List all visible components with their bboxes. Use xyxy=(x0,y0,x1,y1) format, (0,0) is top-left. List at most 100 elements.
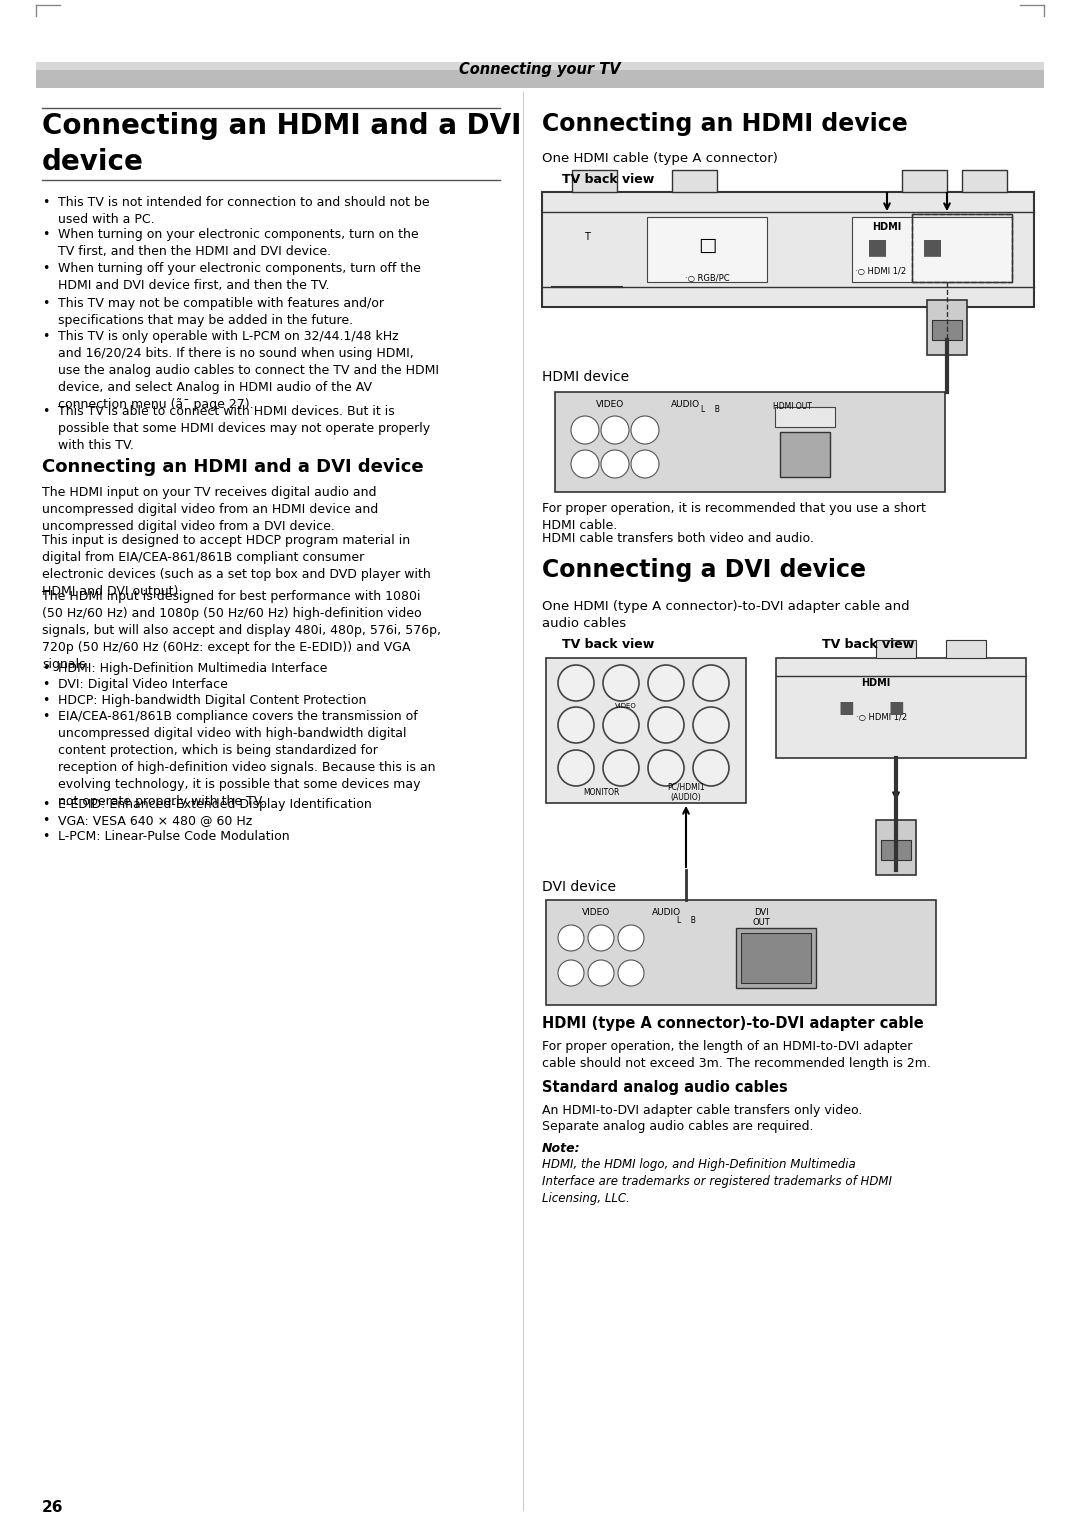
Ellipse shape xyxy=(588,960,615,986)
Text: HDCP: High-bandwidth Digital Content Protection: HDCP: High-bandwidth Digital Content Pro… xyxy=(58,693,366,707)
Text: AUDIO: AUDIO xyxy=(651,909,680,918)
Bar xyxy=(36,63,1044,70)
Text: •: • xyxy=(42,693,50,707)
Text: Connecting a DVI device: Connecting a DVI device xyxy=(542,557,866,582)
Ellipse shape xyxy=(648,750,684,786)
Bar xyxy=(777,658,1026,757)
Ellipse shape xyxy=(618,960,644,986)
Text: •: • xyxy=(42,195,50,209)
Ellipse shape xyxy=(693,707,729,744)
Text: Connecting an HDMI and a DVI: Connecting an HDMI and a DVI xyxy=(42,111,522,140)
Text: HDMI cable transfers both video and audio.: HDMI cable transfers both video and audi… xyxy=(542,531,814,545)
Ellipse shape xyxy=(600,450,629,478)
Text: •: • xyxy=(42,831,50,843)
Text: DVI: Digital Video Interface: DVI: Digital Video Interface xyxy=(58,678,228,692)
Bar xyxy=(572,169,617,192)
Text: HDMI OUT: HDMI OUT xyxy=(773,402,812,411)
Text: •: • xyxy=(42,814,50,828)
Bar xyxy=(555,392,945,492)
Text: ·○ HDMI 1/2: ·○ HDMI 1/2 xyxy=(855,267,906,276)
Bar xyxy=(852,217,1012,282)
Bar xyxy=(741,933,811,983)
Text: TV back view: TV back view xyxy=(562,638,654,651)
Ellipse shape xyxy=(571,450,599,478)
Ellipse shape xyxy=(558,664,594,701)
Text: L    B: L B xyxy=(676,916,696,925)
Text: The HDMI input on your TV receives digital audio and
uncompressed digital video : The HDMI input on your TV receives digit… xyxy=(42,486,378,533)
Text: TV back view: TV back view xyxy=(562,173,654,186)
Text: When turning on your electronic components, turn on the
TV first, and then the H: When turning on your electronic componen… xyxy=(58,228,419,258)
Bar xyxy=(876,820,916,875)
Ellipse shape xyxy=(600,415,629,444)
Text: Standard analog audio cables: Standard analog audio cables xyxy=(542,1080,787,1095)
Bar xyxy=(902,169,947,192)
Text: VIDEO: VIDEO xyxy=(616,702,637,709)
Ellipse shape xyxy=(571,415,599,444)
Text: This TV is not intended for connection to and should not be
used with a PC.: This TV is not intended for connection t… xyxy=(58,195,430,226)
Text: •: • xyxy=(42,710,50,722)
Text: This input is designed to accept HDCP program material in
digital from EIA/CEA-8: This input is designed to accept HDCP pr… xyxy=(42,534,431,599)
Text: EIA/CEA-861/861B compliance covers the transmission of
uncompressed digital vide: EIA/CEA-861/861B compliance covers the t… xyxy=(58,710,435,808)
Ellipse shape xyxy=(603,664,639,701)
Ellipse shape xyxy=(693,750,729,786)
Bar xyxy=(912,214,1012,282)
Bar xyxy=(546,658,746,803)
Text: L-PCM: Linear-Pulse Code Modulation: L-PCM: Linear-Pulse Code Modulation xyxy=(58,831,289,843)
Text: For proper operation, the length of an HDMI-to-DVI adapter
cable should not exce: For proper operation, the length of an H… xyxy=(542,1040,931,1070)
Bar xyxy=(546,899,936,1005)
Text: •: • xyxy=(42,228,50,241)
Bar xyxy=(927,299,967,354)
Text: An HDMI-to-DVI adapter cable transfers only video.: An HDMI-to-DVI adapter cable transfers o… xyxy=(542,1104,862,1116)
Text: HDMI (type A connector)-to-DVI adapter cable: HDMI (type A connector)-to-DVI adapter c… xyxy=(542,1015,923,1031)
Bar xyxy=(735,928,816,988)
Text: HDMI: HDMI xyxy=(872,221,901,232)
Text: One HDMI (type A connector)-to-DVI adapter cable and
audio cables: One HDMI (type A connector)-to-DVI adapt… xyxy=(542,600,909,631)
Text: L    B: L B xyxy=(701,405,719,414)
Text: HDMI: High-Definition Multimedia Interface: HDMI: High-Definition Multimedia Interfa… xyxy=(58,663,327,675)
Bar xyxy=(542,192,1034,307)
Text: E-EDID: Enhanced-Extended Display Identification: E-EDID: Enhanced-Extended Display Identi… xyxy=(58,799,372,811)
Bar xyxy=(775,408,835,428)
Bar xyxy=(946,640,986,658)
Text: •: • xyxy=(42,296,50,310)
Bar xyxy=(912,214,1012,282)
Text: T: T xyxy=(584,232,590,241)
Text: The HDMI input is designed for best performance with 1080i
(50 Hz/60 Hz) and 108: The HDMI input is designed for best perf… xyxy=(42,589,441,670)
Bar xyxy=(672,169,717,192)
Ellipse shape xyxy=(558,750,594,786)
Text: device: device xyxy=(42,148,144,176)
Text: Connecting an HDMI device: Connecting an HDMI device xyxy=(542,111,908,136)
Bar xyxy=(881,840,912,860)
Text: •: • xyxy=(42,330,50,344)
Text: ■: ■ xyxy=(921,237,943,257)
Text: HDMI: HDMI xyxy=(862,678,891,689)
Ellipse shape xyxy=(631,450,659,478)
Text: ■: ■ xyxy=(866,237,888,257)
Text: ■: ■ xyxy=(838,699,854,718)
Bar xyxy=(962,169,1007,192)
Text: DVI device: DVI device xyxy=(542,880,616,893)
Text: 26: 26 xyxy=(42,1500,64,1515)
Text: PC/HDMI1
(AUDIO): PC/HDMI1 (AUDIO) xyxy=(667,783,705,802)
Ellipse shape xyxy=(588,925,615,951)
Text: □: □ xyxy=(698,235,716,255)
Text: •: • xyxy=(42,663,50,675)
Bar xyxy=(647,217,767,282)
Ellipse shape xyxy=(618,925,644,951)
Text: MONITOR: MONITOR xyxy=(583,788,619,797)
Text: When turning off your electronic components, turn off the
HDMI and DVI device fi: When turning off your electronic compone… xyxy=(58,263,421,292)
Text: HDMI, the HDMI logo, and High-Definition Multimedia
Interface are trademarks or : HDMI, the HDMI logo, and High-Definition… xyxy=(542,1157,892,1205)
Ellipse shape xyxy=(603,750,639,786)
Text: Connecting an HDMI and a DVI device: Connecting an HDMI and a DVI device xyxy=(42,458,423,476)
Bar xyxy=(780,432,831,476)
Text: This TV is able to connect with HDMI devices. But it is
possible that some HDMI : This TV is able to connect with HDMI dev… xyxy=(58,405,430,452)
Text: VIDEO: VIDEO xyxy=(596,400,624,409)
Ellipse shape xyxy=(693,664,729,701)
Ellipse shape xyxy=(648,707,684,744)
Text: Connecting your TV: Connecting your TV xyxy=(459,63,621,76)
Ellipse shape xyxy=(631,415,659,444)
Text: VGA: VESA 640 × 480 @ 60 Hz: VGA: VESA 640 × 480 @ 60 Hz xyxy=(58,814,253,828)
Text: For proper operation, it is recommended that you use a short
HDMI cable.: For proper operation, it is recommended … xyxy=(542,502,926,531)
Ellipse shape xyxy=(648,664,684,701)
Text: AUDIO: AUDIO xyxy=(671,400,700,409)
